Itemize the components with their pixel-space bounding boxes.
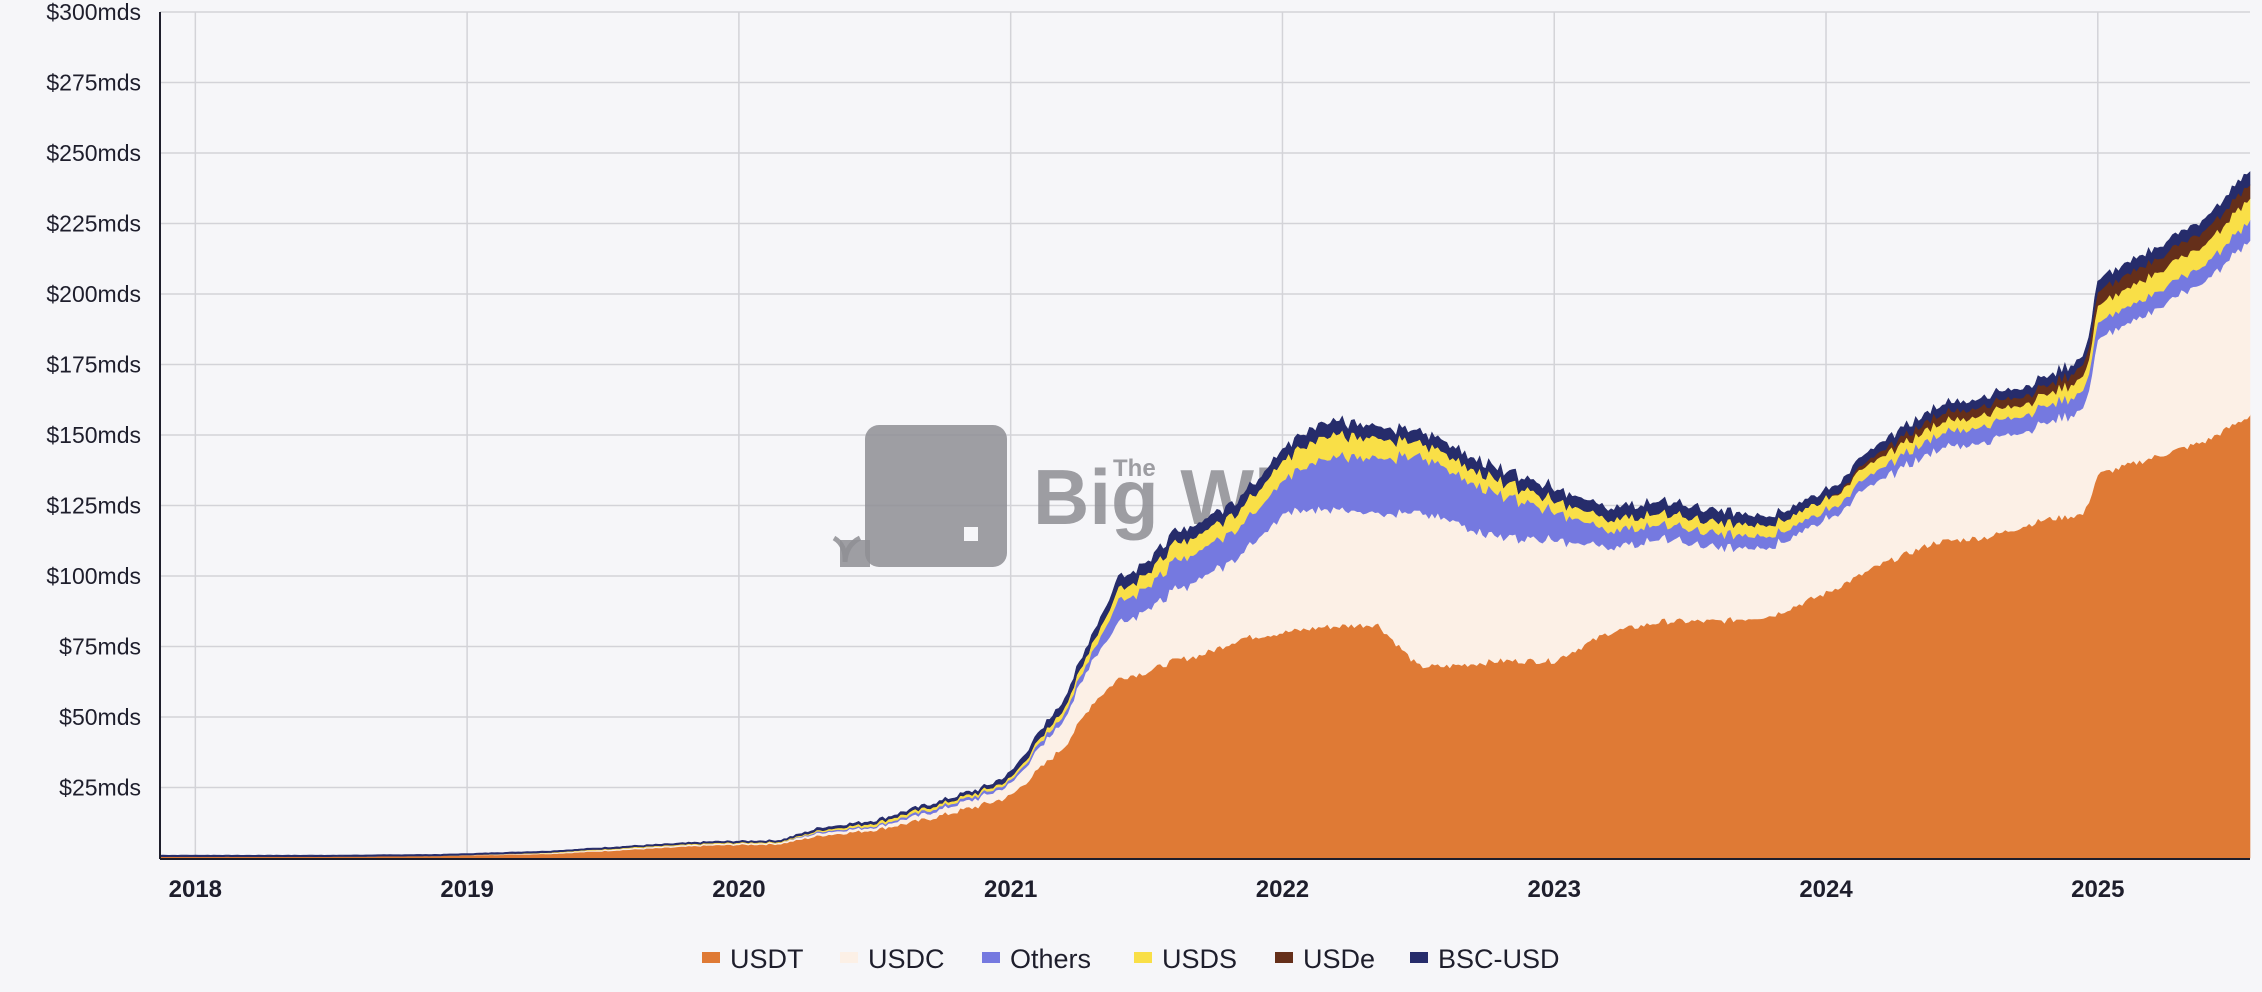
y-tick-label: $275mds: [46, 70, 141, 96]
x-tick-label: 2023: [1528, 876, 1581, 903]
y-tick-label: $25mds: [59, 775, 141, 801]
x-tick-label: 2025: [2071, 876, 2124, 903]
y-tick-label: $225mds: [46, 211, 141, 237]
legend-swatch-usde: [1275, 952, 1293, 963]
x-tick-label: 2021: [984, 876, 1037, 903]
y-tick-label: $125mds: [46, 493, 141, 519]
legend: USDT USDC Others USDS USDe BSC-USD: [702, 944, 1560, 974]
x-axis-tick-labels: 2018 2019 2020 2021 2022 2023 2024 2025: [169, 876, 2125, 903]
watermark-brand-small: The: [1113, 455, 1156, 482]
y-tick-label: $75mds: [59, 634, 141, 660]
y-tick-label: $200mds: [46, 281, 141, 307]
legend-swatch-bsc-usd: [1410, 952, 1428, 963]
y-tick-label: $150mds: [46, 422, 141, 448]
legend-label-others: Others: [1010, 944, 1091, 974]
y-tick-label: $300mds: [46, 0, 141, 25]
legend-swatch-usdc: [840, 952, 858, 963]
y-axis-tick-labels: $25mds $50mds $75mds $100mds $125mds $150mds $…: [46, 0, 141, 801]
grid-lines: [160, 11, 2250, 858]
x-tick-label: 2022: [1256, 876, 1309, 903]
x-tick-label: 2024: [1799, 876, 1853, 903]
area-series-bsc-usd: [159, 171, 2251, 858]
whale-tail-icon: [840, 540, 870, 567]
axes: [159, 12, 2250, 860]
legend-swatch-usds: [1134, 952, 1152, 963]
x-tick-label: 2019: [440, 876, 493, 903]
legend-label-usdt: USDT: [730, 944, 804, 974]
y-tick-label: $50mds: [59, 704, 141, 730]
legend-label-usds: USDS: [1162, 944, 1237, 974]
legend-swatch-others: [982, 952, 1000, 963]
whale-eye-icon: [964, 527, 978, 541]
y-tick-label: $100mds: [46, 563, 141, 589]
whale-logo-icon: [865, 425, 1007, 567]
legend-swatch-usdt: [702, 952, 720, 963]
legend-label-usdc: USDC: [868, 944, 945, 974]
x-tick-label: 2020: [712, 876, 765, 903]
y-tick-label: $175mds: [46, 352, 141, 378]
legend-label-usde: USDe: [1303, 944, 1375, 974]
legend-label-bsc-usd: BSC-USD: [1438, 944, 1560, 974]
area-layers: [159, 171, 2251, 859]
y-tick-label: $250mds: [46, 140, 141, 166]
x-tick-label: 2018: [169, 876, 222, 903]
